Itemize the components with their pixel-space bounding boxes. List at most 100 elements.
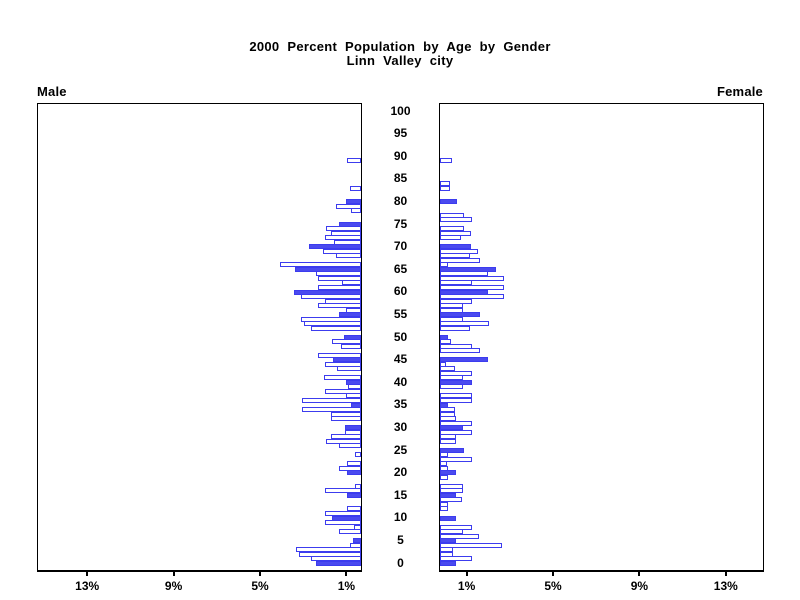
pct-tick-label-male-1%: 1% — [337, 579, 356, 593]
bar-male-age-54 — [301, 316, 361, 322]
age-axis-label-45: 45 — [393, 352, 408, 367]
bar-female-age-60 — [440, 289, 488, 295]
bar-male-age-32 — [330, 416, 361, 422]
bar-male-age-5 — [352, 538, 361, 544]
pct-tick-label-female-9%: 9% — [630, 579, 649, 593]
bar-female-age-34 — [440, 407, 456, 413]
bar-female-age-55 — [440, 312, 480, 318]
bar-male-age-60 — [294, 289, 361, 295]
female-panel-label: Female — [716, 84, 763, 99]
bar-female-age-54 — [440, 316, 464, 322]
bar-female-age-45 — [440, 357, 488, 363]
chart-title-line2: Linn Valley city — [346, 53, 454, 68]
bar-female-age-14 — [440, 497, 462, 503]
bar-female-age-35 — [440, 402, 449, 408]
pct-tick-mark — [465, 571, 468, 576]
bar-female-age-15 — [440, 492, 456, 498]
bar-female-age-57 — [440, 303, 463, 309]
chart-title: 2000 Percent Population by Age by Gender… — [0, 40, 800, 68]
pct-tick-label-male-9%: 9% — [164, 579, 183, 593]
bar-male-age-70 — [309, 244, 361, 250]
pct-tick-label-female-13%: 13% — [713, 579, 738, 593]
bar-male-age-58 — [325, 298, 361, 304]
age-axis-label-70: 70 — [393, 239, 408, 254]
bar-male-age-57 — [317, 303, 361, 309]
bar-female-age-73 — [440, 230, 471, 236]
bar-female-age-83 — [440, 185, 450, 191]
bar-female-age-77 — [440, 212, 464, 218]
bar-female-age-64 — [440, 271, 488, 277]
bar-female-age-62 — [440, 280, 472, 286]
bar-female-age-25 — [440, 447, 465, 453]
bar-female-age-27 — [440, 438, 456, 444]
bar-male-age-0 — [316, 560, 361, 566]
male-pyramid-panel — [37, 103, 362, 572]
bar-female-age-31 — [440, 420, 472, 426]
bar-male-age-24 — [354, 452, 361, 458]
bar-female-age-68 — [440, 253, 470, 259]
bar-female-age-89 — [440, 158, 452, 164]
bar-male-age-43 — [337, 366, 361, 372]
bar-male-age-36 — [301, 397, 361, 403]
bar-female-age-28 — [440, 434, 456, 440]
bar-male-age-21 — [338, 465, 361, 471]
bar-male-age-73 — [330, 230, 361, 236]
bar-male-age-63 — [317, 275, 361, 281]
bar-male-age-66 — [279, 262, 361, 268]
bar-female-age-2 — [440, 551, 453, 557]
bar-female-age-50 — [440, 334, 449, 340]
bar-female-age-52 — [440, 325, 471, 331]
bar-female-age-76 — [440, 217, 472, 223]
bar-male-age-79 — [335, 203, 361, 209]
bar-male-age-12 — [347, 506, 361, 512]
bar-male-age-33 — [330, 411, 361, 417]
age-axis-label-35: 35 — [393, 397, 408, 412]
bar-female-age-67 — [440, 257, 480, 263]
pct-tick-label-male-5%: 5% — [251, 579, 269, 593]
male-panel-label: Male — [37, 84, 67, 99]
bar-male-age-68 — [336, 253, 361, 259]
pct-tick-label-female-5%: 5% — [544, 579, 562, 593]
bar-female-age-59 — [440, 294, 504, 300]
bar-female-age-32 — [440, 416, 456, 422]
bar-male-age-41 — [324, 375, 361, 381]
bar-male-age-10 — [332, 515, 361, 521]
bar-male-age-8 — [354, 524, 361, 530]
bar-female-age-47 — [440, 348, 480, 354]
bar-female-age-1 — [440, 556, 472, 562]
bar-male-age-48 — [341, 343, 361, 349]
pct-tick-mark — [345, 571, 348, 576]
bar-male-age-3 — [295, 547, 361, 553]
bar-male-age-56 — [345, 307, 361, 313]
bar-female-age-13 — [440, 501, 449, 507]
age-axis-label-75: 75 — [393, 216, 408, 231]
bar-male-age-72 — [325, 235, 361, 241]
bar-female-age-33 — [440, 411, 456, 417]
bar-female-age-49 — [440, 339, 451, 345]
bar-female-age-72 — [440, 235, 461, 241]
bar-male-age-39 — [348, 384, 361, 390]
bar-female-age-66 — [440, 262, 449, 268]
age-axis-label-40: 40 — [393, 374, 408, 389]
age-axis-label-10: 10 — [393, 510, 408, 525]
bar-female-age-3 — [440, 547, 453, 553]
bar-female-age-12 — [440, 506, 449, 512]
bar-female-age-40 — [440, 379, 472, 385]
bar-female-age-41 — [440, 375, 464, 381]
bar-female-age-7 — [440, 529, 464, 535]
bar-male-age-9 — [325, 520, 361, 526]
bar-female-age-22 — [440, 461, 447, 467]
bar-female-age-58 — [440, 298, 473, 304]
bar-female-age-80 — [440, 199, 457, 205]
bar-male-age-52 — [311, 325, 361, 331]
age-axis-label-95: 95 — [393, 126, 408, 141]
bar-female-age-16 — [440, 488, 464, 494]
bar-male-age-17 — [354, 483, 361, 489]
bar-male-age-37 — [345, 393, 361, 399]
bar-male-age-15 — [347, 492, 361, 498]
bar-male-age-61 — [317, 284, 361, 290]
bar-female-age-53 — [440, 321, 489, 327]
bar-male-age-44 — [325, 361, 361, 367]
bar-male-age-27 — [326, 438, 361, 444]
